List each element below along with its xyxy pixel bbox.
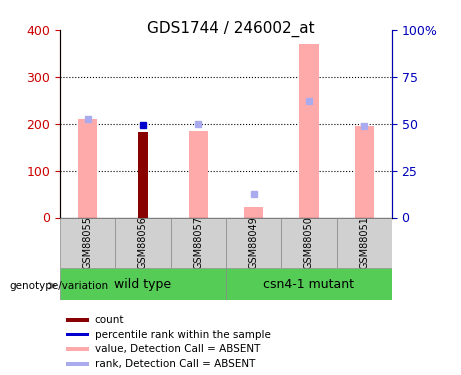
Text: genotype/variation: genotype/variation	[9, 281, 108, 291]
Text: percentile rank within the sample: percentile rank within the sample	[95, 330, 271, 339]
FancyBboxPatch shape	[171, 217, 226, 268]
Bar	[355, 126, 374, 218]
Text: value, Detection Call = ABSENT: value, Detection Call = ABSENT	[95, 344, 260, 354]
FancyBboxPatch shape	[281, 217, 337, 268]
Bar	[138, 132, 148, 218]
Text: GSM88057: GSM88057	[193, 216, 203, 269]
Bar	[244, 207, 263, 218]
Text: wild type: wild type	[114, 278, 171, 291]
FancyBboxPatch shape	[337, 217, 392, 268]
Text: rank, Detection Call = ABSENT: rank, Detection Call = ABSENT	[95, 359, 255, 369]
Text: GDS1744 / 246002_at: GDS1744 / 246002_at	[147, 21, 314, 37]
Bar	[66, 348, 89, 351]
FancyBboxPatch shape	[226, 217, 281, 268]
FancyBboxPatch shape	[115, 217, 171, 268]
Text: GSM88049: GSM88049	[248, 216, 259, 269]
Text: csn4-1 mutant: csn4-1 mutant	[263, 278, 355, 291]
Bar	[66, 362, 89, 366]
Text: GSM88056: GSM88056	[138, 216, 148, 269]
Text: GSM88051: GSM88051	[359, 216, 369, 269]
FancyBboxPatch shape	[60, 268, 226, 300]
FancyBboxPatch shape	[226, 268, 392, 300]
Bar	[66, 318, 89, 321]
Bar	[299, 44, 319, 218]
Text: count: count	[95, 315, 124, 325]
Bar	[78, 119, 97, 218]
Bar	[189, 131, 208, 218]
Text: GSM88055: GSM88055	[83, 216, 93, 269]
FancyBboxPatch shape	[60, 217, 115, 268]
Text: GSM88050: GSM88050	[304, 216, 314, 269]
Bar	[66, 333, 89, 336]
